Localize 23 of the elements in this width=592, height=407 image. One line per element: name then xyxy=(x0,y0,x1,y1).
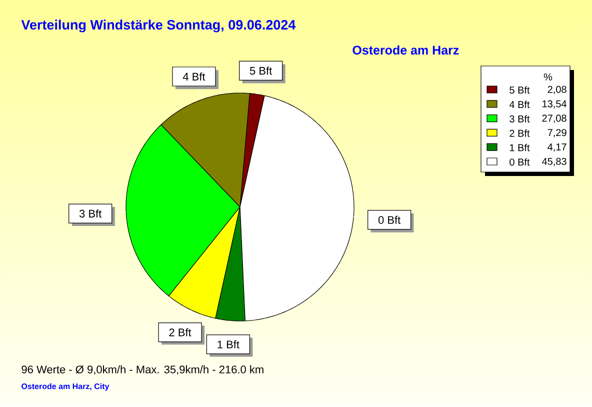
chart-subtitle: Osterode am Harz xyxy=(352,45,459,55)
slice-label: 5 Bft xyxy=(250,66,272,75)
legend-label: 4 Bft xyxy=(509,100,530,108)
legend-label: 0 Bft xyxy=(510,158,530,166)
slice-label: 2 Bft xyxy=(169,328,192,336)
text: 96 Werte - Ø 9,0km/h - Max. 35,9km/h - 216.0 km xyxy=(22,365,264,375)
legend-label: 5 Bft xyxy=(510,86,530,94)
slice-label: 4 Bft xyxy=(182,72,206,81)
slice-label: 1 Bft xyxy=(218,340,240,348)
legend-label: 2 Bft xyxy=(510,130,530,137)
legend-label: 3 Bft xyxy=(510,115,530,122)
data-label: 4,17 xyxy=(548,144,566,152)
data-label: 13,54 xyxy=(542,100,566,109)
data-label: 2,08 xyxy=(548,86,566,94)
legend-label: 1 Bft xyxy=(510,144,530,152)
chart-title: Verteilung Windstärke Sonntag, 09.06.2024 xyxy=(21,20,296,32)
data-label: 27,08 xyxy=(542,114,566,123)
slice-label: 0 Bft xyxy=(378,216,401,224)
data-label: 7,29 xyxy=(548,129,566,138)
text: Osterode am Harz, City xyxy=(22,383,110,391)
data-label: 45,83 xyxy=(542,158,566,166)
legend-title: % xyxy=(544,73,552,80)
slice-label: 3 Bft xyxy=(79,210,102,218)
